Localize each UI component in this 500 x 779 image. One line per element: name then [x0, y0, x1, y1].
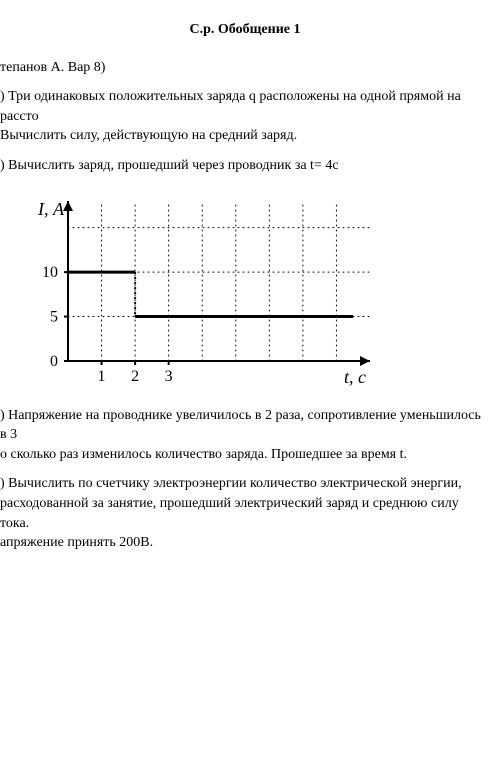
task-1-line-2: Вычислить силу, действующую на средний з… — [0, 128, 297, 143]
task-3-line-1: ) Напряжение на проводнике увеличилось в… — [0, 408, 481, 443]
svg-text:3: 3 — [165, 368, 173, 385]
chart-svg: I, А t, c 0 5 10 1 2 3 — [20, 191, 380, 391]
task-3: ) Напряжение на проводнике увеличилось в… — [0, 406, 490, 465]
svg-text:5: 5 — [50, 308, 58, 325]
svg-text:t, c: t, c — [344, 367, 366, 387]
svg-text:10: 10 — [42, 264, 58, 281]
task-3-line-2: о сколько раз изменилось количество заря… — [0, 447, 407, 462]
svg-text:1: 1 — [98, 368, 106, 385]
task-4-line-1: ) Вычислить по счетчику электроэнергии к… — [0, 476, 462, 491]
author-variant-line: тепанов А. Вар 8) — [0, 58, 490, 78]
svg-text:I, А: I, А — [37, 199, 65, 219]
current-vs-time-chart: I, А t, c 0 5 10 1 2 3 — [20, 191, 490, 391]
task-4-line-2: расходованной за занятие, прошедший элек… — [0, 496, 459, 531]
page-title: С.р. Обобщение 1 — [0, 20, 490, 40]
task-4-line-3: апряжение принять 200В. — [0, 535, 153, 550]
task-4: ) Вычислить по счетчику электроэнергии к… — [0, 474, 490, 552]
svg-text:2: 2 — [131, 368, 139, 385]
task-1: ) Три одинаковых положительных заряда q … — [0, 87, 490, 146]
task-1-line-1: ) Три одинаковых положительных заряда q … — [0, 89, 461, 124]
task-2: ) Вычислить заряд, прошедший через прово… — [0, 156, 490, 176]
svg-text:0: 0 — [50, 353, 58, 370]
